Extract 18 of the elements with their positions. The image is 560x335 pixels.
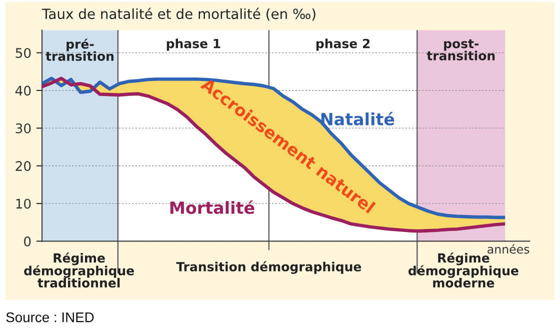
y-tick-label: 50 [16, 48, 31, 58]
series-label: Mortalité [170, 200, 254, 214]
y-tick-label: 30 [16, 123, 31, 134]
series-label: Natalité [321, 112, 394, 126]
text: Régime démographique moderne [408, 252, 518, 288]
x-axis-title: années [488, 244, 530, 254]
annotation: phase 1 [166, 38, 220, 51]
y-tick-label: 20 [16, 161, 31, 172]
text: Régime démographique traditionnel [24, 252, 134, 288]
annotation: phase 2 [316, 38, 370, 51]
y-tick-label: 10 [16, 198, 31, 209]
source-note: Source : INED [6, 312, 94, 322]
y-tick-label: 40 [15, 86, 31, 96]
annotation: pré- transition [46, 38, 114, 61]
text: Transition démographique [176, 261, 362, 274]
annotation: post- transition [426, 39, 495, 60]
chart-title: Taux de natalité et de mortalité (en ‰) [42, 8, 316, 21]
y-tick-label: 0 [24, 236, 31, 246]
